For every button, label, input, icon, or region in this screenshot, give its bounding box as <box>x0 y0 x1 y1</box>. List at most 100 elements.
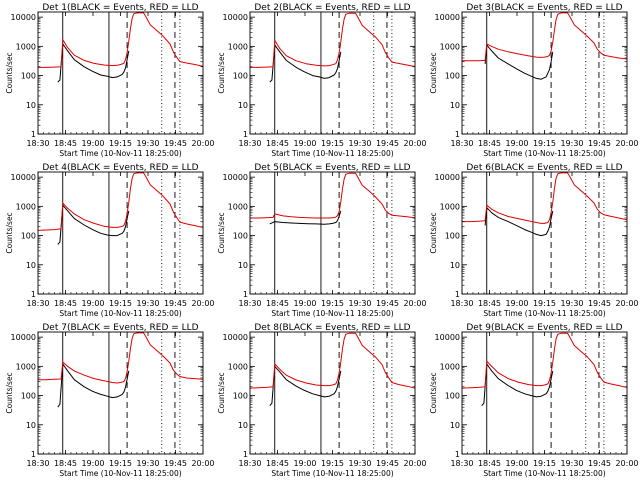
x-tick-label: 20:00 <box>191 459 214 468</box>
y-tick-label: 10 <box>238 101 248 110</box>
panel-det-9: 18:30 18:45 19:00 19:15 19:30 19:45 20:00 1 10 10… <box>429 323 639 478</box>
x-tick-label: 19:30 <box>348 139 371 148</box>
panel-det-8: 18:30 18:45 19:00 19:15 19:30 19:45 20:00 1 10 10… <box>217 323 427 478</box>
x-tick-label: 19:45 <box>588 299 611 308</box>
y-tick-label: 1 <box>31 130 36 139</box>
y-tick-label: 10000 <box>11 173 36 182</box>
y-tick-label: 1000 <box>16 202 36 211</box>
x-tick-label: 19:45 <box>588 139 611 148</box>
series-line-lld <box>250 172 415 219</box>
x-tick-label: 20:00 <box>615 139 638 148</box>
panel-title: Det 3(BLACK = Events, RED = LLD <box>466 3 622 13</box>
x-axis-label: Start Time (10-Nov-11 18:25:00) <box>483 149 605 158</box>
x-tick-label: 19:15 <box>109 459 132 468</box>
series-line-events <box>57 363 130 408</box>
y-axis-label: Counts/sec <box>217 52 226 93</box>
y-tick-label: 10000 <box>435 13 460 22</box>
x-tick-label: 18:30 <box>238 139 261 148</box>
y-tick-label: 10 <box>450 101 460 110</box>
x-axis-label: Start Time (10-Nov-11 18:25:00) <box>59 149 181 158</box>
y-tick-label: 100 <box>445 72 460 81</box>
series-line-events <box>269 365 342 407</box>
panel-det-3: 18:30 18:45 19:00 19:15 19:30 19:45 20:00 1 10 10… <box>429 3 639 158</box>
y-tick-label: 10000 <box>11 333 36 342</box>
panel-det-2: 18:30 18:45 19:00 19:15 19:30 19:45 20:00 1 10 10… <box>217 3 427 158</box>
y-tick-label: 10000 <box>11 13 36 22</box>
x-tick-label: 20:00 <box>615 459 638 468</box>
panel-title: Det 4(BLACK = Events, RED = LLD <box>42 163 198 173</box>
y-tick-label: 100 <box>445 392 460 401</box>
y-axis-label: Counts/sec <box>217 212 226 253</box>
x-tick-label: 20:00 <box>615 299 638 308</box>
y-tick-label: 1 <box>243 450 248 459</box>
x-tick-label: 18:30 <box>26 459 49 468</box>
series-line-events <box>57 204 130 245</box>
y-tick-label: 1000 <box>16 42 36 51</box>
y-tick-label: 1 <box>243 130 248 139</box>
x-tick-label: 18:30 <box>26 299 49 308</box>
y-tick-label: 1000 <box>440 42 460 51</box>
y-tick-label: 1000 <box>228 362 248 371</box>
y-tick-label: 100 <box>21 392 36 401</box>
y-axis-label: Counts/sec <box>5 52 14 93</box>
series-line-lld <box>38 332 203 384</box>
x-tick-label: 20:00 <box>191 139 214 148</box>
x-tick-label: 18:30 <box>238 459 261 468</box>
x-tick-label: 18:45 <box>266 299 289 308</box>
x-tick-label: 19:15 <box>109 139 132 148</box>
panel-det-5: 18:30 18:45 19:00 19:15 19:30 19:45 20:00 1 10 10… <box>217 163 427 318</box>
series-line-lld <box>38 12 203 68</box>
x-tick-label: 19:30 <box>136 459 159 468</box>
x-tick-label: 19:30 <box>348 299 371 308</box>
y-tick-label: 1 <box>455 130 460 139</box>
series-line-lld <box>250 12 415 68</box>
y-tick-label: 100 <box>233 392 248 401</box>
y-axis-label: Counts/sec <box>5 212 14 253</box>
x-tick-label: 19:30 <box>560 299 583 308</box>
panel-title: Det 6(BLACK = Events, RED = LLD <box>466 163 622 173</box>
x-tick-label: 19:15 <box>533 299 556 308</box>
x-tick-label: 19:30 <box>560 459 583 468</box>
x-tick-label: 19:45 <box>164 139 187 148</box>
x-tick-label: 20:00 <box>403 299 426 308</box>
panel-det-4: 18:30 18:45 19:00 19:15 19:30 19:45 20:00 1 10 10… <box>5 163 215 318</box>
y-tick-label: 10000 <box>223 173 248 182</box>
x-tick-label: 20:00 <box>403 139 426 148</box>
x-tick-label: 18:30 <box>238 299 261 308</box>
x-tick-label: 18:45 <box>266 459 289 468</box>
series-line-lld <box>462 332 627 389</box>
x-tick-label: 19:00 <box>293 459 316 468</box>
series-line-events <box>481 363 554 407</box>
x-axis-label: Start Time (10-Nov-11 18:25:00) <box>59 309 181 318</box>
panel-title: Det 5(BLACK = Events, RED = LLD <box>254 163 410 173</box>
x-tick-label: 20:00 <box>403 459 426 468</box>
x-tick-label: 18:45 <box>478 459 501 468</box>
y-tick-label: 1 <box>31 290 36 299</box>
y-tick-label: 100 <box>21 72 36 81</box>
x-axis-label: Start Time (10-Nov-11 18:25:00) <box>483 469 605 478</box>
y-tick-label: 10 <box>450 421 460 430</box>
y-tick-label: 1 <box>455 450 460 459</box>
x-tick-label: 18:45 <box>54 299 77 308</box>
x-tick-label: 18:45 <box>54 459 77 468</box>
y-tick-label: 10000 <box>435 173 460 182</box>
panel-det-6: 18:30 18:45 19:00 19:15 19:30 19:45 20:00 1 10 10… <box>429 163 639 318</box>
x-tick-label: 19:45 <box>164 459 187 468</box>
x-tick-label: 19:00 <box>81 299 104 308</box>
y-tick-label: 1 <box>243 290 248 299</box>
y-axis-label: Counts/sec <box>217 372 226 413</box>
y-tick-label: 100 <box>233 232 248 241</box>
panel-det-1: 18:30 18:45 19:00 19:15 19:30 19:45 20:00 1 10 10… <box>5 3 215 158</box>
y-tick-label: 10 <box>26 261 36 270</box>
panel-title: Det 8(BLACK = Events, RED = LLD <box>254 323 410 333</box>
y-axis-label: Counts/sec <box>429 212 438 253</box>
y-tick-label: 100 <box>445 232 460 241</box>
y-tick-label: 1000 <box>440 362 460 371</box>
y-axis-label: Counts/sec <box>5 372 14 413</box>
panel-title: Det 7(BLACK = Events, RED = LLD <box>42 323 198 333</box>
x-axis-label: Start Time (10-Nov-11 18:25:00) <box>59 469 181 478</box>
series-line-lld <box>38 172 203 231</box>
panel-det-7: 18:30 18:45 19:00 19:15 19:30 19:45 20:00 1 10 10… <box>5 323 215 478</box>
y-tick-label: 1 <box>455 290 460 299</box>
